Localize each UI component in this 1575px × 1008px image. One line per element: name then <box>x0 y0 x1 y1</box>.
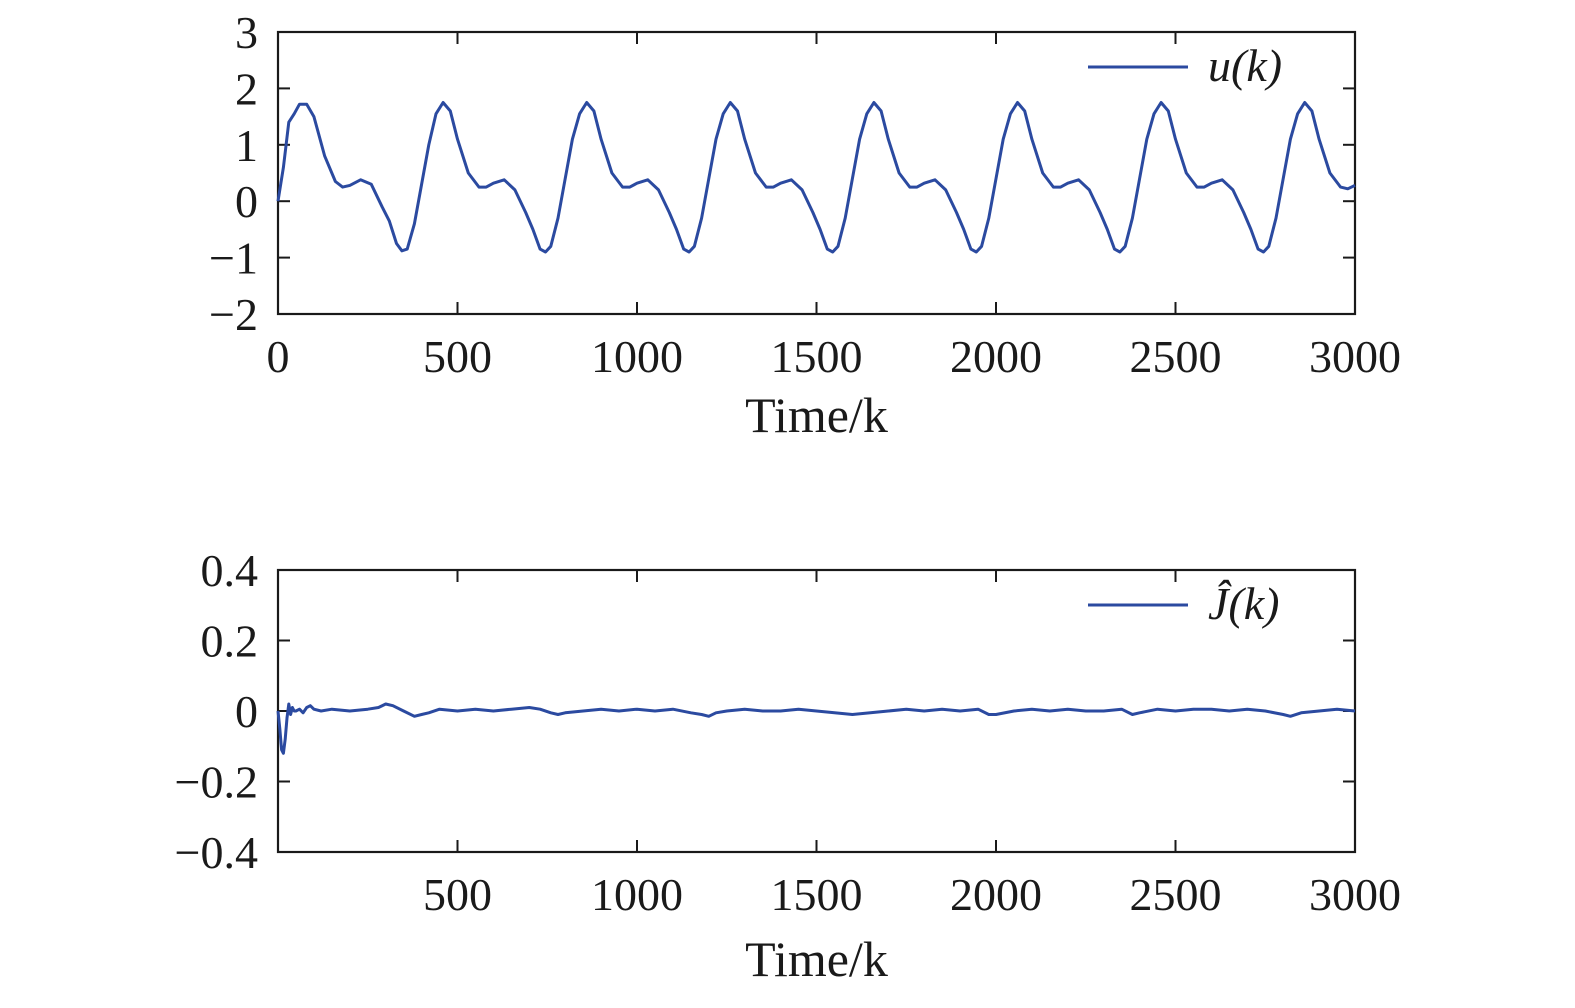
bottom-panel-j-hat: 500 1000 1500 2000 2500 3000 0.4 0.2 0 −0.2 −0.4 Ti… <box>175 545 1401 987</box>
plot-frame <box>276 30 1357 316</box>
legend-label: Ĵ(k) <box>1208 578 1279 629</box>
y-tick-label: −0.2 <box>175 757 258 808</box>
x-tick-label: 3000 <box>1309 331 1401 382</box>
y-tick-label: 0.4 <box>201 545 259 596</box>
y-tick-label: 3 <box>235 7 258 58</box>
x-tick-label: 1500 <box>771 869 863 920</box>
y-tick-label: −0.4 <box>175 827 258 878</box>
legend-label: u(k) <box>1208 40 1282 91</box>
x-tick-label: 1000 <box>591 869 683 920</box>
x-tick-label: 2000 <box>950 869 1042 920</box>
y-tick-label: 0 <box>235 686 258 737</box>
y-tick-label: 0 <box>235 176 258 227</box>
y-tick-label: 1 <box>235 120 258 171</box>
x-tick-label: 3000 <box>1309 869 1401 920</box>
y-tick-label: 2 <box>235 63 258 114</box>
x-tick-label: 500 <box>423 869 492 920</box>
x-tick-label: 1000 <box>591 331 683 382</box>
series-line <box>276 101 1356 254</box>
series-line <box>276 702 1356 755</box>
y-tick-label: −1 <box>209 233 258 284</box>
x-tick-label: 0 <box>267 331 290 382</box>
x-tick-label: 2000 <box>950 331 1042 382</box>
y-tick-label: −2 <box>209 289 258 340</box>
x-axis-label: Time/k <box>745 931 888 987</box>
x-axis-label: Time/k <box>745 387 888 443</box>
x-tick-label: 2500 <box>1130 869 1222 920</box>
top-panel-u: 0 500 1000 1500 2000 2500 30003210−1−2Time/ku(… <box>209 7 1401 443</box>
x-tick-label: 500 <box>423 331 492 382</box>
x-tick-label: 2500 <box>1130 331 1222 382</box>
y-tick-label: 0.2 <box>201 616 259 667</box>
x-tick-label: 1500 <box>771 331 863 382</box>
